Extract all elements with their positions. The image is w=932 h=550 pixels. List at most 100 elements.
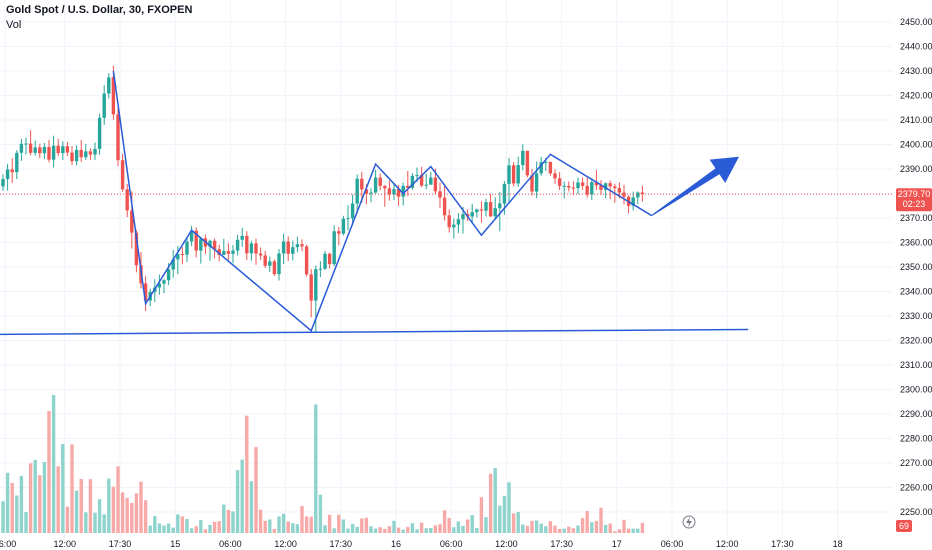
volume-bar bbox=[88, 479, 93, 533]
drawing-layer[interactable] bbox=[0, 70, 749, 336]
price-tick-label: 2290.00 bbox=[900, 409, 932, 419]
volume-bar bbox=[65, 506, 70, 533]
volume-bar bbox=[281, 513, 286, 533]
candle-body bbox=[300, 244, 304, 247]
candle-body bbox=[208, 240, 212, 247]
volume-bar bbox=[507, 482, 511, 533]
volume-bar bbox=[10, 482, 14, 533]
candle-body bbox=[291, 247, 295, 254]
volume-bar bbox=[470, 515, 474, 533]
candle-body bbox=[447, 215, 451, 228]
volume-bar bbox=[433, 525, 438, 533]
candle-body bbox=[254, 243, 258, 254]
volume-bar bbox=[576, 525, 580, 533]
volume-bar bbox=[116, 466, 120, 533]
candle-body bbox=[5, 169, 10, 180]
candle-body bbox=[309, 274, 313, 301]
price-axis[interactable]: 2450.00 2440.00 2430.00 2420.00 2410.00 2400.… bbox=[893, 0, 932, 550]
support-trendline bbox=[0, 328, 749, 336]
volume-bar bbox=[189, 528, 194, 533]
volume-badge-value: 69 bbox=[899, 521, 909, 531]
candle-body bbox=[456, 219, 461, 225]
volume-bar bbox=[70, 444, 74, 533]
price-tick-label: 2390.00 bbox=[900, 164, 932, 174]
volume-bar bbox=[258, 509, 263, 533]
volume-bar bbox=[452, 527, 456, 533]
candle-body bbox=[61, 146, 65, 154]
wave-pattern-line bbox=[112, 70, 652, 332]
volume-bar bbox=[640, 522, 645, 533]
candle-body bbox=[617, 188, 622, 193]
volume-bar bbox=[300, 505, 304, 533]
volume-label[interactable]: Vol bbox=[6, 19, 22, 31]
candle-body bbox=[571, 187, 576, 189]
volume-bar bbox=[24, 512, 28, 533]
time-axis[interactable]: 06:00 12:00 17:30 15 06:00 12:00 17:30 16 06:00 1… bbox=[0, 538, 893, 550]
candle-body bbox=[401, 185, 405, 197]
candle-body bbox=[42, 146, 47, 154]
candle-body bbox=[553, 173, 557, 179]
volume-bar bbox=[461, 525, 465, 533]
volume-bar bbox=[143, 500, 148, 533]
lightning-icon[interactable] bbox=[682, 515, 696, 529]
volume-bar bbox=[387, 526, 392, 533]
candle-body bbox=[189, 230, 194, 242]
volume-bar bbox=[134, 493, 139, 533]
volume-bar bbox=[194, 526, 198, 533]
candle-body bbox=[636, 192, 640, 198]
volume-bar bbox=[594, 520, 599, 533]
volume-bar bbox=[222, 504, 226, 533]
candle-body bbox=[548, 161, 553, 174]
volume-bar bbox=[406, 526, 410, 533]
candle-body bbox=[295, 244, 300, 248]
candle-body bbox=[162, 280, 166, 284]
candle-body bbox=[314, 269, 318, 301]
volume-bar bbox=[125, 497, 129, 533]
price-tick-label: 2420.00 bbox=[900, 91, 932, 101]
volume-bar bbox=[56, 466, 60, 533]
volume-bar bbox=[263, 520, 267, 533]
volume-bar bbox=[567, 526, 571, 533]
volume-bars bbox=[1, 395, 645, 533]
volume-bar bbox=[47, 410, 51, 533]
candle-body bbox=[157, 283, 162, 288]
candle-body bbox=[613, 186, 617, 189]
volume-bar bbox=[562, 528, 566, 533]
candle-body bbox=[286, 241, 290, 254]
candle-body bbox=[263, 255, 267, 266]
candle-body bbox=[534, 173, 539, 192]
candle-body bbox=[419, 175, 424, 186]
candle-body bbox=[530, 175, 534, 192]
volume-bar bbox=[410, 523, 415, 533]
volume-bar bbox=[272, 528, 277, 533]
volume-bar bbox=[254, 447, 258, 533]
volume-bar bbox=[217, 521, 221, 533]
candle-body bbox=[341, 218, 346, 234]
price-badge-value: 2379.70 bbox=[898, 189, 931, 199]
volume-bar bbox=[599, 507, 603, 533]
candle-body bbox=[143, 283, 148, 301]
volume-bar bbox=[534, 520, 539, 533]
symbol-title[interactable]: Gold Spot / U.S. Dollar, 30, FXOPEN bbox=[6, 4, 193, 16]
candle-body bbox=[1, 179, 5, 187]
volume-bar bbox=[447, 518, 451, 533]
candle-body bbox=[470, 212, 474, 217]
volume-bar bbox=[291, 523, 295, 533]
candle-body bbox=[245, 235, 249, 254]
volume-bar bbox=[277, 516, 281, 533]
volume-bar bbox=[166, 523, 171, 533]
volume-bar bbox=[153, 516, 157, 533]
candle-body bbox=[111, 77, 116, 115]
price-tick-label: 2310.00 bbox=[900, 360, 932, 370]
volume-bar bbox=[622, 519, 626, 533]
candle-body bbox=[406, 185, 410, 188]
candle-body bbox=[580, 182, 585, 186]
candle-body bbox=[272, 261, 277, 275]
time-tick-label: 12:00 bbox=[716, 539, 739, 549]
candle-body bbox=[56, 145, 60, 154]
candle-body bbox=[373, 177, 378, 193]
volume-bar bbox=[465, 519, 470, 533]
candle-body bbox=[360, 178, 364, 190]
volume-badge bbox=[896, 520, 912, 532]
